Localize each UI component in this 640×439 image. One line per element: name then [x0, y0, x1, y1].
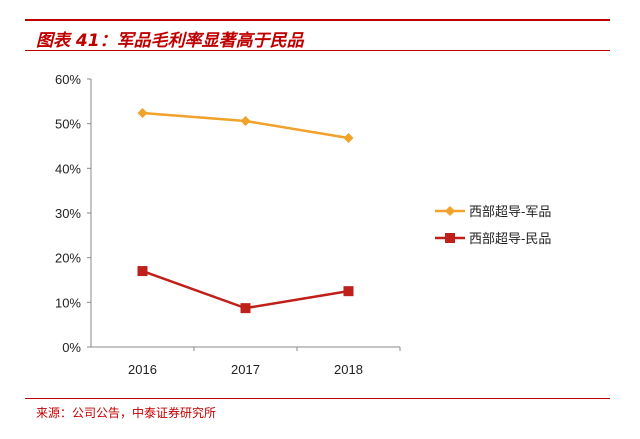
source-note: 来源：公司公告，中泰证券研究所	[36, 406, 217, 420]
source-rule	[25, 398, 610, 399]
y-tick-label: 30%	[55, 206, 81, 221]
y-tick-label: 0%	[62, 340, 81, 355]
chart-title: 图表 41：军品毛利率显著高于民品	[36, 31, 304, 51]
title-rule	[25, 50, 610, 51]
y-tick-label: 10%	[55, 295, 81, 310]
y-tick-label: 50%	[55, 117, 81, 132]
legend-label: 西部超导-军品	[469, 204, 551, 219]
legend-marker	[445, 206, 455, 216]
data-point	[137, 266, 148, 277]
legend-label: 西部超导-民品	[469, 231, 551, 246]
data-point	[240, 303, 251, 314]
x-tick-label: 2016	[128, 362, 157, 377]
y-tick-label: 40%	[55, 161, 81, 176]
top-rule	[25, 19, 610, 21]
legend-marker	[445, 233, 455, 243]
data-point	[137, 107, 148, 118]
data-point	[343, 286, 354, 297]
series-line-1	[142, 269, 349, 310]
y-tick-label: 20%	[55, 251, 81, 266]
x-tick-label: 2017	[231, 362, 260, 377]
data-point	[240, 115, 251, 126]
x-tick-label: 2018	[334, 362, 363, 377]
data-point	[343, 132, 354, 143]
y-tick-label: 60%	[55, 72, 81, 87]
